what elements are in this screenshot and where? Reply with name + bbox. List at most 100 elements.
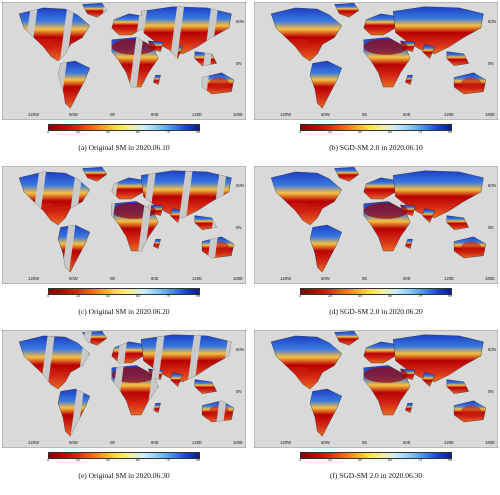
colorbar-tick-label: 0 — [46, 458, 50, 462]
panel-caption: (b) SGD-SM 2.0 in 2020.06.10 — [329, 143, 423, 152]
lon-label: 60W — [69, 440, 78, 445]
map-panel-f: 60N 0N 120W 60W 0E 60E 120E 180E 0 20 40 60 79 99 (f) … — [254, 330, 498, 488]
lon-label: 60W — [69, 276, 78, 281]
lon-label: 0E — [110, 440, 116, 445]
colorbar-tick-label: 20 — [327, 130, 333, 134]
world-map — [254, 2, 498, 120]
colorbar-tick-label: 0 — [298, 294, 302, 298]
lat-label: 60N — [236, 183, 244, 188]
colorbar-tick-label: 0 — [298, 130, 302, 134]
colorbar-tick-label: 40 — [105, 294, 111, 298]
colorbar — [300, 288, 452, 295]
colorbar-tick-label: 0 — [298, 458, 302, 462]
land-greenland — [334, 331, 360, 346]
panel-caption: (c) Original SM in 2020.06.20 — [78, 307, 170, 316]
lon-label: 180E — [233, 276, 244, 281]
lon-label: 60E — [151, 276, 159, 281]
colorbar-tick-label: 20 — [75, 130, 81, 134]
colorbar-tick-label: 79 — [165, 294, 171, 298]
land-se-asia — [194, 379, 217, 394]
land-greenland — [334, 167, 360, 182]
lon-label: 60W — [321, 276, 330, 281]
land-se-asia — [446, 379, 469, 394]
lon-label: 60E — [151, 112, 159, 117]
colorbar-tick-label: 60 — [135, 294, 141, 298]
lon-label: 60W — [321, 440, 330, 445]
colorbar-tick-label: 99 — [447, 130, 453, 134]
land-madagascar — [405, 239, 413, 249]
lon-label: 0E — [362, 112, 368, 117]
lon-label: 180E — [233, 112, 244, 117]
land-europe — [111, 177, 144, 200]
lon-label: 60E — [403, 112, 411, 117]
colorbar-tick-label: 0 — [46, 130, 50, 134]
land-madagascar — [405, 75, 413, 85]
lon-label: 60W — [321, 112, 330, 117]
map-panel-d: 60N 0N 120W 60W 0E 60E 120E 180E 0 20 40 60 79 99 (d) … — [254, 166, 498, 324]
land-north-america — [18, 335, 91, 390]
lon-label: 60W — [69, 112, 78, 117]
lon-label: 120W — [280, 112, 292, 117]
land-south-america — [309, 60, 343, 109]
land-asia — [392, 170, 484, 219]
dry-region — [363, 38, 408, 55]
land-europe — [363, 341, 396, 364]
dry-region — [461, 405, 482, 418]
colorbar — [300, 452, 452, 459]
colorbar-tick-label: 20 — [327, 294, 333, 298]
land-europe — [363, 177, 396, 200]
world-map — [2, 2, 246, 120]
land-greenland — [82, 3, 108, 18]
lon-label: 180E — [485, 276, 496, 281]
land-asia — [140, 6, 232, 55]
dry-region — [461, 241, 482, 254]
lon-label: 180E — [485, 440, 496, 445]
land-europe — [363, 13, 396, 36]
colorbar-tick-label: 99 — [447, 294, 453, 298]
colorbar-tick-label: 20 — [75, 458, 81, 462]
colorbar-tick-label: 40 — [357, 294, 363, 298]
lon-label: 120W — [28, 440, 40, 445]
panel-caption: (d) SGD-SM 2.0 in 2020.06.20 — [329, 307, 423, 316]
dry-region — [209, 77, 230, 90]
colorbar-tick-label: 79 — [417, 458, 423, 462]
lon-label: 120E — [444, 276, 455, 281]
colorbar-tick-label: 60 — [387, 294, 393, 298]
lon-label: 60E — [403, 440, 411, 445]
lat-label: 0N — [236, 225, 242, 230]
dry-region — [363, 202, 408, 219]
land-madagascar — [405, 403, 413, 413]
panel-caption: (e) Original SM in 2020.06.30 — [78, 471, 170, 480]
lon-label: 120W — [280, 276, 292, 281]
lon-label: 120E — [192, 112, 203, 117]
colorbar-tick-label: 20 — [327, 458, 333, 462]
colorbar-tick-label: 99 — [447, 458, 453, 462]
world-map — [254, 330, 498, 448]
colorbar-tick-label: 40 — [105, 130, 111, 134]
lat-label: 0N — [488, 389, 494, 394]
lon-label: 60E — [151, 440, 159, 445]
world-map — [2, 330, 246, 448]
land-north-america — [270, 7, 343, 62]
land-se-asia — [194, 215, 217, 230]
lon-label: 0E — [362, 440, 368, 445]
land-north-america — [18, 171, 91, 226]
colorbar-tick-label: 20 — [75, 294, 81, 298]
lat-label: 60N — [488, 19, 496, 24]
map-panel-c: 60N 0N 120W 60W 0E 60E 120E 180E 0 20 40 60 79 99 (c) … — [2, 166, 246, 324]
lat-label: 60N — [488, 347, 496, 352]
lon-label: 60E — [403, 276, 411, 281]
lon-label: 0E — [362, 276, 368, 281]
land-india — [422, 372, 435, 387]
colorbar — [48, 124, 200, 131]
lat-label: 60N — [488, 183, 496, 188]
land-india — [422, 208, 435, 223]
land-se-asia — [446, 51, 469, 66]
land-south-america — [309, 388, 343, 437]
colorbar-tick-label: 79 — [417, 294, 423, 298]
colorbar — [48, 288, 200, 295]
colorbar-tick-label: 40 — [105, 458, 111, 462]
world-map — [254, 166, 498, 284]
lon-label: 120E — [192, 276, 203, 281]
land-greenland — [82, 167, 108, 182]
